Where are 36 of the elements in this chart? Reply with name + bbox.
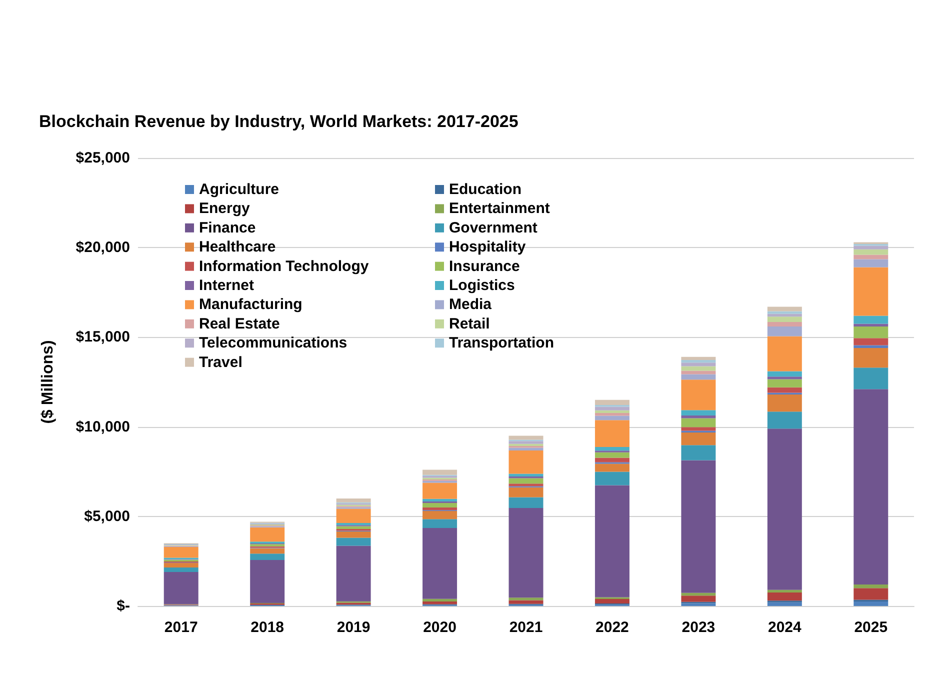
y-tick-label: $- xyxy=(116,598,130,614)
x-tick-label: 2022 xyxy=(596,619,629,636)
legend-label: Real Estate xyxy=(199,315,280,332)
y-axis-title: ($ Millions) xyxy=(40,340,56,424)
x-tick-label: 2025 xyxy=(854,619,888,636)
legend-label: Government xyxy=(449,219,538,236)
y-tick-label: $20,000 xyxy=(76,239,130,256)
legend-label: Education xyxy=(449,181,522,198)
x-tick-label: 2021 xyxy=(509,619,543,636)
y-tick-label: $10,000 xyxy=(76,418,130,436)
legend-label: Telecommunications xyxy=(199,334,348,352)
legend-label: Finance xyxy=(199,219,256,236)
legend-label: Entertainment xyxy=(449,200,550,218)
x-tick-label: 2017 xyxy=(164,619,198,636)
x-tick-label: 2019 xyxy=(336,619,370,636)
legend-label: Retail xyxy=(449,315,490,332)
legend-label: Logistics xyxy=(449,277,515,294)
chart-title: Blockchain Revenue by Industry, World Markets: 2017-2025 xyxy=(39,112,518,131)
x-tick-label: 2020 xyxy=(423,619,456,636)
y-tick-label: $15,000 xyxy=(76,328,130,346)
legend-label: Media xyxy=(449,296,492,314)
legend-label: Transportation xyxy=(449,334,554,352)
y-tick-label: $5,000 xyxy=(84,508,130,525)
legend-label: Information Technology xyxy=(199,258,370,275)
x-tick-label: 2024 xyxy=(768,619,802,636)
x-tick-label: 2018 xyxy=(250,619,284,636)
legend-label: Internet xyxy=(199,277,254,294)
legend-label: Insurance xyxy=(449,258,520,275)
legend-label: Manufacturing xyxy=(199,296,302,314)
legend-label: Healthcare xyxy=(199,238,276,256)
legend-label: Agriculture xyxy=(199,181,280,198)
legend-label: Energy xyxy=(199,200,251,218)
legend-label: Travel xyxy=(199,354,242,371)
y-tick-label: $25,000 xyxy=(76,150,130,166)
x-tick-label: 2023 xyxy=(682,619,716,636)
legend-label: Hospitality xyxy=(449,238,526,256)
